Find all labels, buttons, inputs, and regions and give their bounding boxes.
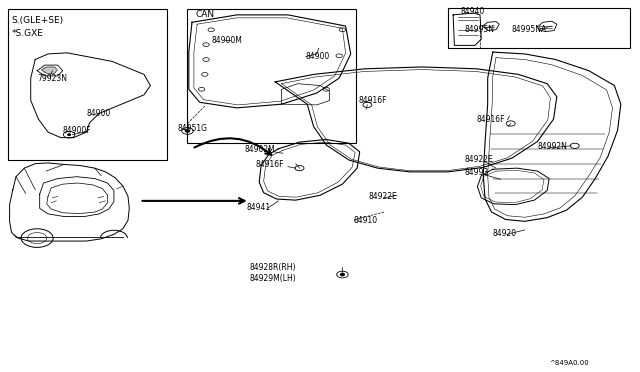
Circle shape [340, 273, 344, 276]
Bar [187, 9, 356, 143]
Text: S.(GLE+SE): S.(GLE+SE) [12, 16, 63, 25]
Text: 84920: 84920 [493, 229, 517, 238]
Text: 79923N: 79923N [37, 74, 67, 83]
Text: 84922E: 84922E [369, 192, 397, 201]
Bar [8, 9, 167, 160]
Text: 84928R(RH): 84928R(RH) [250, 263, 296, 272]
Text: 84941: 84941 [246, 203, 271, 212]
Text: 84900: 84900 [86, 109, 111, 118]
Text: 84929M(LH): 84929M(LH) [250, 275, 296, 283]
Text: 84900: 84900 [305, 52, 330, 61]
Text: 84951G: 84951G [178, 124, 208, 133]
Text: 84900F: 84900F [63, 126, 92, 135]
Circle shape [186, 130, 189, 132]
Text: ^849A0.00: ^849A0.00 [549, 360, 589, 366]
Text: CAN: CAN [195, 10, 214, 19]
Text: 84940: 84940 [461, 7, 485, 16]
Text: 84902M: 84902M [244, 145, 275, 154]
Text: 84922E: 84922E [465, 155, 493, 164]
Text: 84995NA: 84995NA [512, 25, 547, 34]
Text: *S.GXE: *S.GXE [12, 29, 44, 38]
Circle shape [68, 134, 70, 135]
Text: 84916F: 84916F [358, 96, 387, 105]
Text: 84995N: 84995N [465, 25, 495, 34]
Text: 84993: 84993 [465, 169, 489, 177]
Text: 84916F: 84916F [477, 115, 506, 124]
Text: 84900M: 84900M [211, 36, 242, 45]
Text: 84910: 84910 [354, 216, 378, 225]
Text: 84992N: 84992N [538, 142, 568, 151]
Text: 84916F: 84916F [256, 160, 285, 169]
Bar [448, 8, 630, 48]
